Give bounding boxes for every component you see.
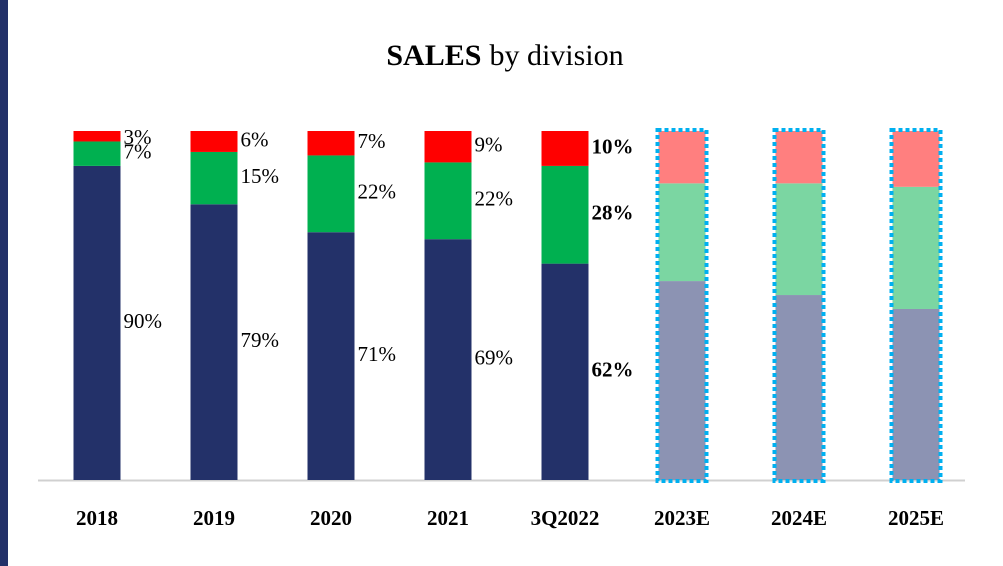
- bar-segment: [892, 131, 940, 187]
- bar-segment: [424, 239, 472, 480]
- bar-segment: [892, 308, 940, 480]
- data-label: 15%: [241, 164, 280, 188]
- data-label: 6%: [241, 127, 269, 151]
- bar-segment: [73, 131, 121, 142]
- data-label: 22%: [358, 180, 397, 204]
- bar-segment: [658, 131, 706, 184]
- data-label: 7%: [358, 129, 386, 153]
- bar-segment: [775, 183, 823, 296]
- bar-segment: [73, 141, 121, 166]
- bar-segment: [775, 295, 823, 480]
- data-label: 10%: [592, 134, 634, 158]
- x-tick-label: 2020: [310, 506, 352, 530]
- data-label: 69%: [475, 345, 514, 369]
- x-tick-label: 2025E: [888, 506, 944, 530]
- bar-segment: [190, 151, 238, 205]
- x-tick-label: 2024E: [771, 506, 827, 530]
- bar-segment: [307, 155, 355, 233]
- title-bold: SALES: [386, 39, 481, 72]
- bar-segment: [190, 131, 238, 152]
- estimate-border: [655, 128, 709, 483]
- data-label: 3%: [124, 125, 152, 149]
- x-tick-label: 3Q2022: [531, 506, 600, 530]
- title-rest: by division: [489, 39, 623, 72]
- x-tick-label: 2018: [76, 506, 118, 530]
- x-tick-label: 2019: [193, 506, 235, 530]
- bar-segment: [541, 131, 589, 166]
- data-label: 79%: [241, 328, 280, 352]
- data-label: 9%: [475, 133, 503, 157]
- bar-segment: [190, 204, 238, 481]
- estimate-border: [772, 128, 826, 483]
- bar-segment: [775, 131, 823, 184]
- bar-segment: [658, 281, 706, 480]
- data-label: 28%: [592, 201, 634, 225]
- bar-segment: [541, 263, 589, 480]
- x-tick-label: 2021: [427, 506, 469, 530]
- bar-segment: [424, 162, 472, 240]
- bar-segment: [541, 165, 589, 264]
- data-label: 7%: [124, 139, 152, 163]
- bar-segment: [307, 131, 355, 156]
- data-label: 71%: [358, 342, 397, 366]
- side-strip: [0, 0, 8, 566]
- estimate-border: [889, 128, 943, 483]
- data-label: 90%: [124, 309, 163, 333]
- data-label: 22%: [475, 187, 514, 211]
- bar-segment: [892, 186, 940, 309]
- chart-title: SALES by division: [386, 39, 623, 72]
- data-label: 62%: [592, 358, 634, 382]
- bar-segment: [424, 131, 472, 163]
- bar-segment: [658, 183, 706, 282]
- bar-segment: [307, 232, 355, 480]
- bar-segment: [73, 165, 121, 480]
- x-tick-label: 2023E: [654, 506, 710, 530]
